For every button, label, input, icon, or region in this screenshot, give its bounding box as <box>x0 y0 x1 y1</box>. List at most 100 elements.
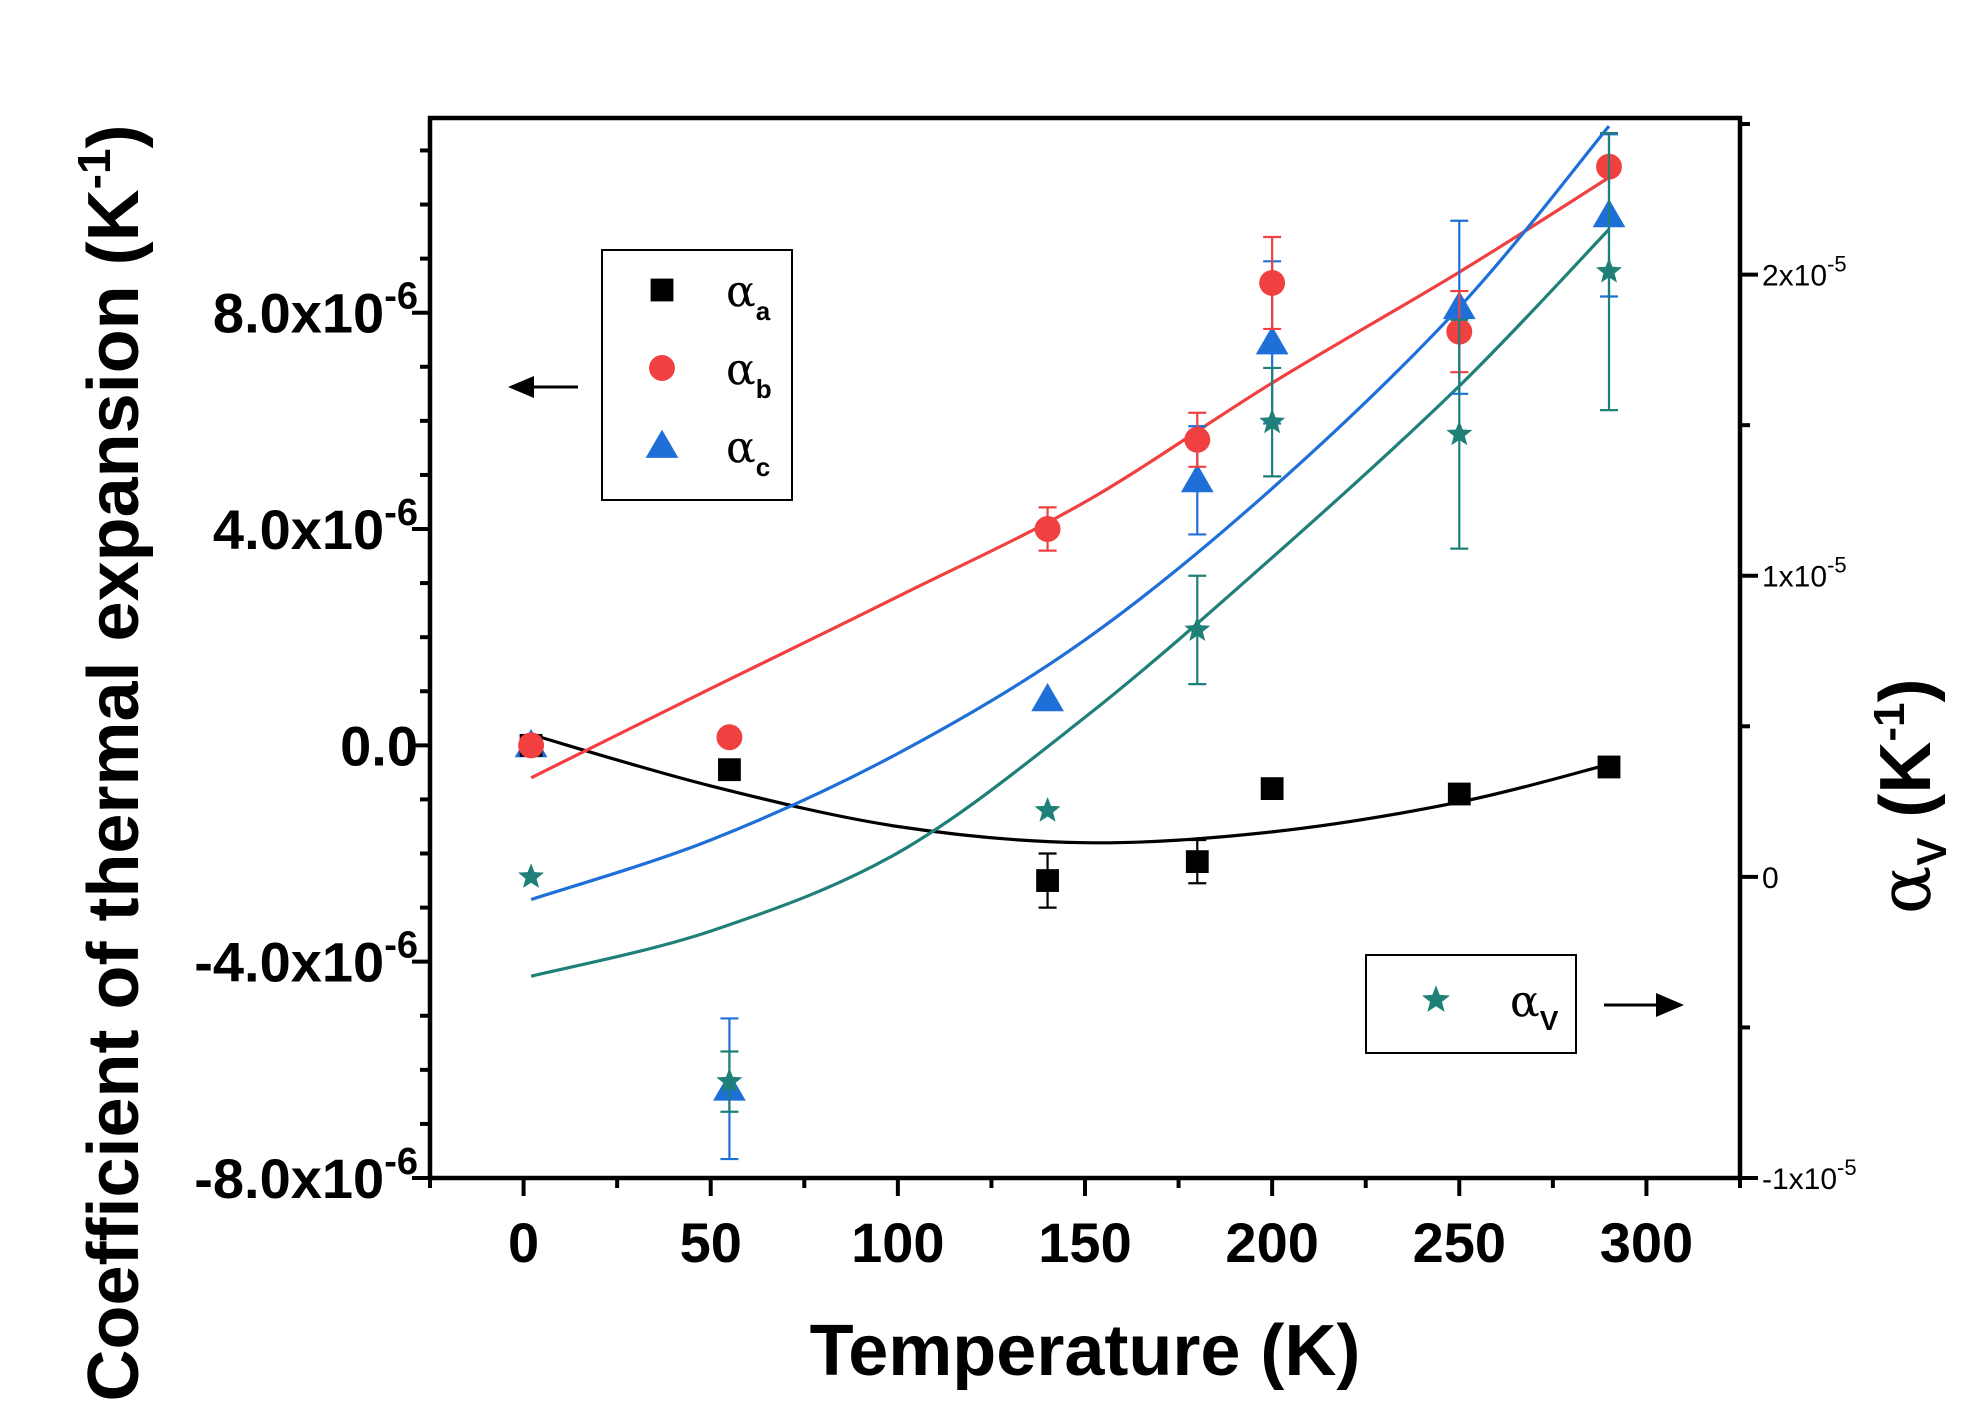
legend-left-box <box>601 249 793 501</box>
y-axis-title: Coefficient of thermal expansion (K-1) <box>68 124 154 1401</box>
y2-axis-title-tail: (K <box>1866 742 1946 838</box>
x-tick-label: 150 <box>1038 1211 1131 1274</box>
legend-label: α <box>726 266 756 317</box>
y-tick-exponent: -6 <box>384 276 418 318</box>
legend-marker-alpha-v <box>1422 985 1450 1012</box>
x-tick-value: 150 <box>1038 1211 1131 1274</box>
y2-tick-mantissa: -1x10 <box>1762 1163 1837 1196</box>
x-tick-value: 300 <box>1600 1211 1693 1274</box>
x-tick-value: 200 <box>1225 1211 1318 1274</box>
data-point-alpha-v <box>1259 408 1286 434</box>
data-markers <box>514 131 1626 1161</box>
right-axis-arrow-head <box>1656 993 1684 1017</box>
legend-label-sub: c <box>756 452 770 482</box>
y2-tick-exponent: -5 <box>1837 1155 1857 1180</box>
fit-curve-alpha-c <box>530 125 1611 902</box>
data-point-alpha-c <box>1031 683 1064 712</box>
y-tick-label: -8.0x10-6 <box>194 1141 418 1210</box>
legend-entry-alpha-b: αb <box>726 344 772 404</box>
data-point-alpha-b <box>1184 426 1211 453</box>
legend-entry-alpha-v: αV <box>1510 976 1559 1036</box>
x-tick-value: 50 <box>680 1211 742 1274</box>
y-tick-label: 4.0x10-6 <box>213 492 418 561</box>
y-tick-exponent: -6 <box>384 492 418 534</box>
data-point-alpha-a <box>1036 869 1059 892</box>
y-axis-title-sup: -1 <box>68 148 120 189</box>
series-alpha-a <box>519 733 1621 909</box>
data-point-alpha-a <box>1185 850 1209 874</box>
y-tick-mantissa: 0.0 <box>340 714 418 777</box>
legend-label-sub: a <box>756 296 771 326</box>
y2-tick-exponent: -5 <box>1827 553 1847 578</box>
legend-label: α <box>1510 976 1540 1027</box>
data-point-alpha-a <box>1597 755 1621 779</box>
y2-axis-title-text: α <box>1863 866 1947 915</box>
data-point-alpha-v <box>1446 420 1473 446</box>
y2-axis-title-paren: ) <box>1866 679 1946 703</box>
data-point-alpha-b <box>1034 516 1061 542</box>
y-tick-exponent: -6 <box>384 1141 418 1183</box>
y-tick-mantissa: -4.0x10 <box>194 931 384 994</box>
x-tick-label: 200 <box>1225 1211 1318 1274</box>
y2-tick-label: 0 <box>1762 862 1779 895</box>
x-tick-value: 0 <box>508 1211 539 1274</box>
x-tick-label: 250 <box>1413 1211 1506 1274</box>
legend-entry-alpha-c: αc <box>726 422 770 482</box>
y2-tick-label: -1x10-5 <box>1762 1155 1857 1196</box>
y-tick-label: 0.0 <box>340 714 418 777</box>
data-point-alpha-b <box>716 724 743 751</box>
y2-axis-title-sub: V <box>1908 838 1955 866</box>
x-axis-title: Temperature (K) <box>810 1311 1361 1391</box>
legend-label-sub: V <box>1540 1005 1559 1036</box>
x-tick-value: 100 <box>851 1211 944 1274</box>
left-axis-arrow-head <box>508 376 534 398</box>
x-axis-title-text: Temperature (K) <box>810 1311 1361 1391</box>
x-tick-value: 250 <box>1413 1211 1506 1274</box>
data-point-alpha-a <box>1260 777 1284 801</box>
series-alpha-v <box>518 131 1622 1113</box>
y2-tick-mantissa: 1x10 <box>1762 561 1827 594</box>
axes <box>412 115 1758 1196</box>
fit-curve-alpha-a <box>530 732 1610 845</box>
axis-labels: 0 50 100 150 200 250 3008.0x10-64.0x10-60.0-4.… <box>68 124 1955 1401</box>
y2-tick-mantissa: 0 <box>1762 862 1779 895</box>
x-tick-label: 0 <box>508 1211 539 1274</box>
y2-tick-mantissa: 2x10 <box>1762 260 1827 293</box>
data-point-alpha-a <box>718 758 741 782</box>
y-tick-label: -4.0x10-6 <box>194 925 418 994</box>
y2-axis-title: αV (K-1) <box>1863 679 1955 915</box>
data-point-alpha-v <box>518 863 544 888</box>
x-tick-label: 100 <box>851 1211 944 1274</box>
x-tick-label: 300 <box>1600 1211 1693 1274</box>
y-tick-exponent: -6 <box>384 925 418 967</box>
y-tick-label: 8.0x10-6 <box>213 276 418 345</box>
data-point-alpha-a <box>1447 782 1471 806</box>
data-point-alpha-v <box>1184 616 1211 641</box>
data-point-alpha-c <box>1180 463 1214 493</box>
y2-tick-label: 1x10-5 <box>1762 553 1847 594</box>
x-tick-label: 50 <box>680 1211 742 1274</box>
legend-label: α <box>726 344 756 395</box>
legend-marker-alpha-a <box>650 278 674 302</box>
legend-marker-alpha-c <box>645 429 679 458</box>
y-axis-title-text: Coefficient of thermal expansion (K <box>74 189 154 1401</box>
y-axis-title-paren: ) <box>74 124 154 148</box>
y2-axis-title-sup: -1 <box>1865 703 1914 742</box>
data-point-alpha-v <box>1596 257 1622 283</box>
legend-entry-alpha-a: αa <box>726 266 771 326</box>
y2-tick-exponent: -5 <box>1827 252 1847 277</box>
data-point-alpha-c <box>1255 326 1289 355</box>
legend-label: α <box>726 422 756 473</box>
legend-marker-alpha-b <box>649 355 675 381</box>
legend-right: αV <box>1365 954 1684 1054</box>
y-tick-mantissa: 4.0x10 <box>213 498 384 561</box>
data-point-alpha-b <box>1259 269 1286 296</box>
data-point-alpha-v <box>1034 797 1061 822</box>
y-tick-mantissa: -8.0x10 <box>194 1147 384 1210</box>
y2-tick-label: 2x10-5 <box>1762 252 1847 293</box>
legend-label-sub: b <box>756 374 772 404</box>
data-point-alpha-v <box>716 1068 743 1093</box>
